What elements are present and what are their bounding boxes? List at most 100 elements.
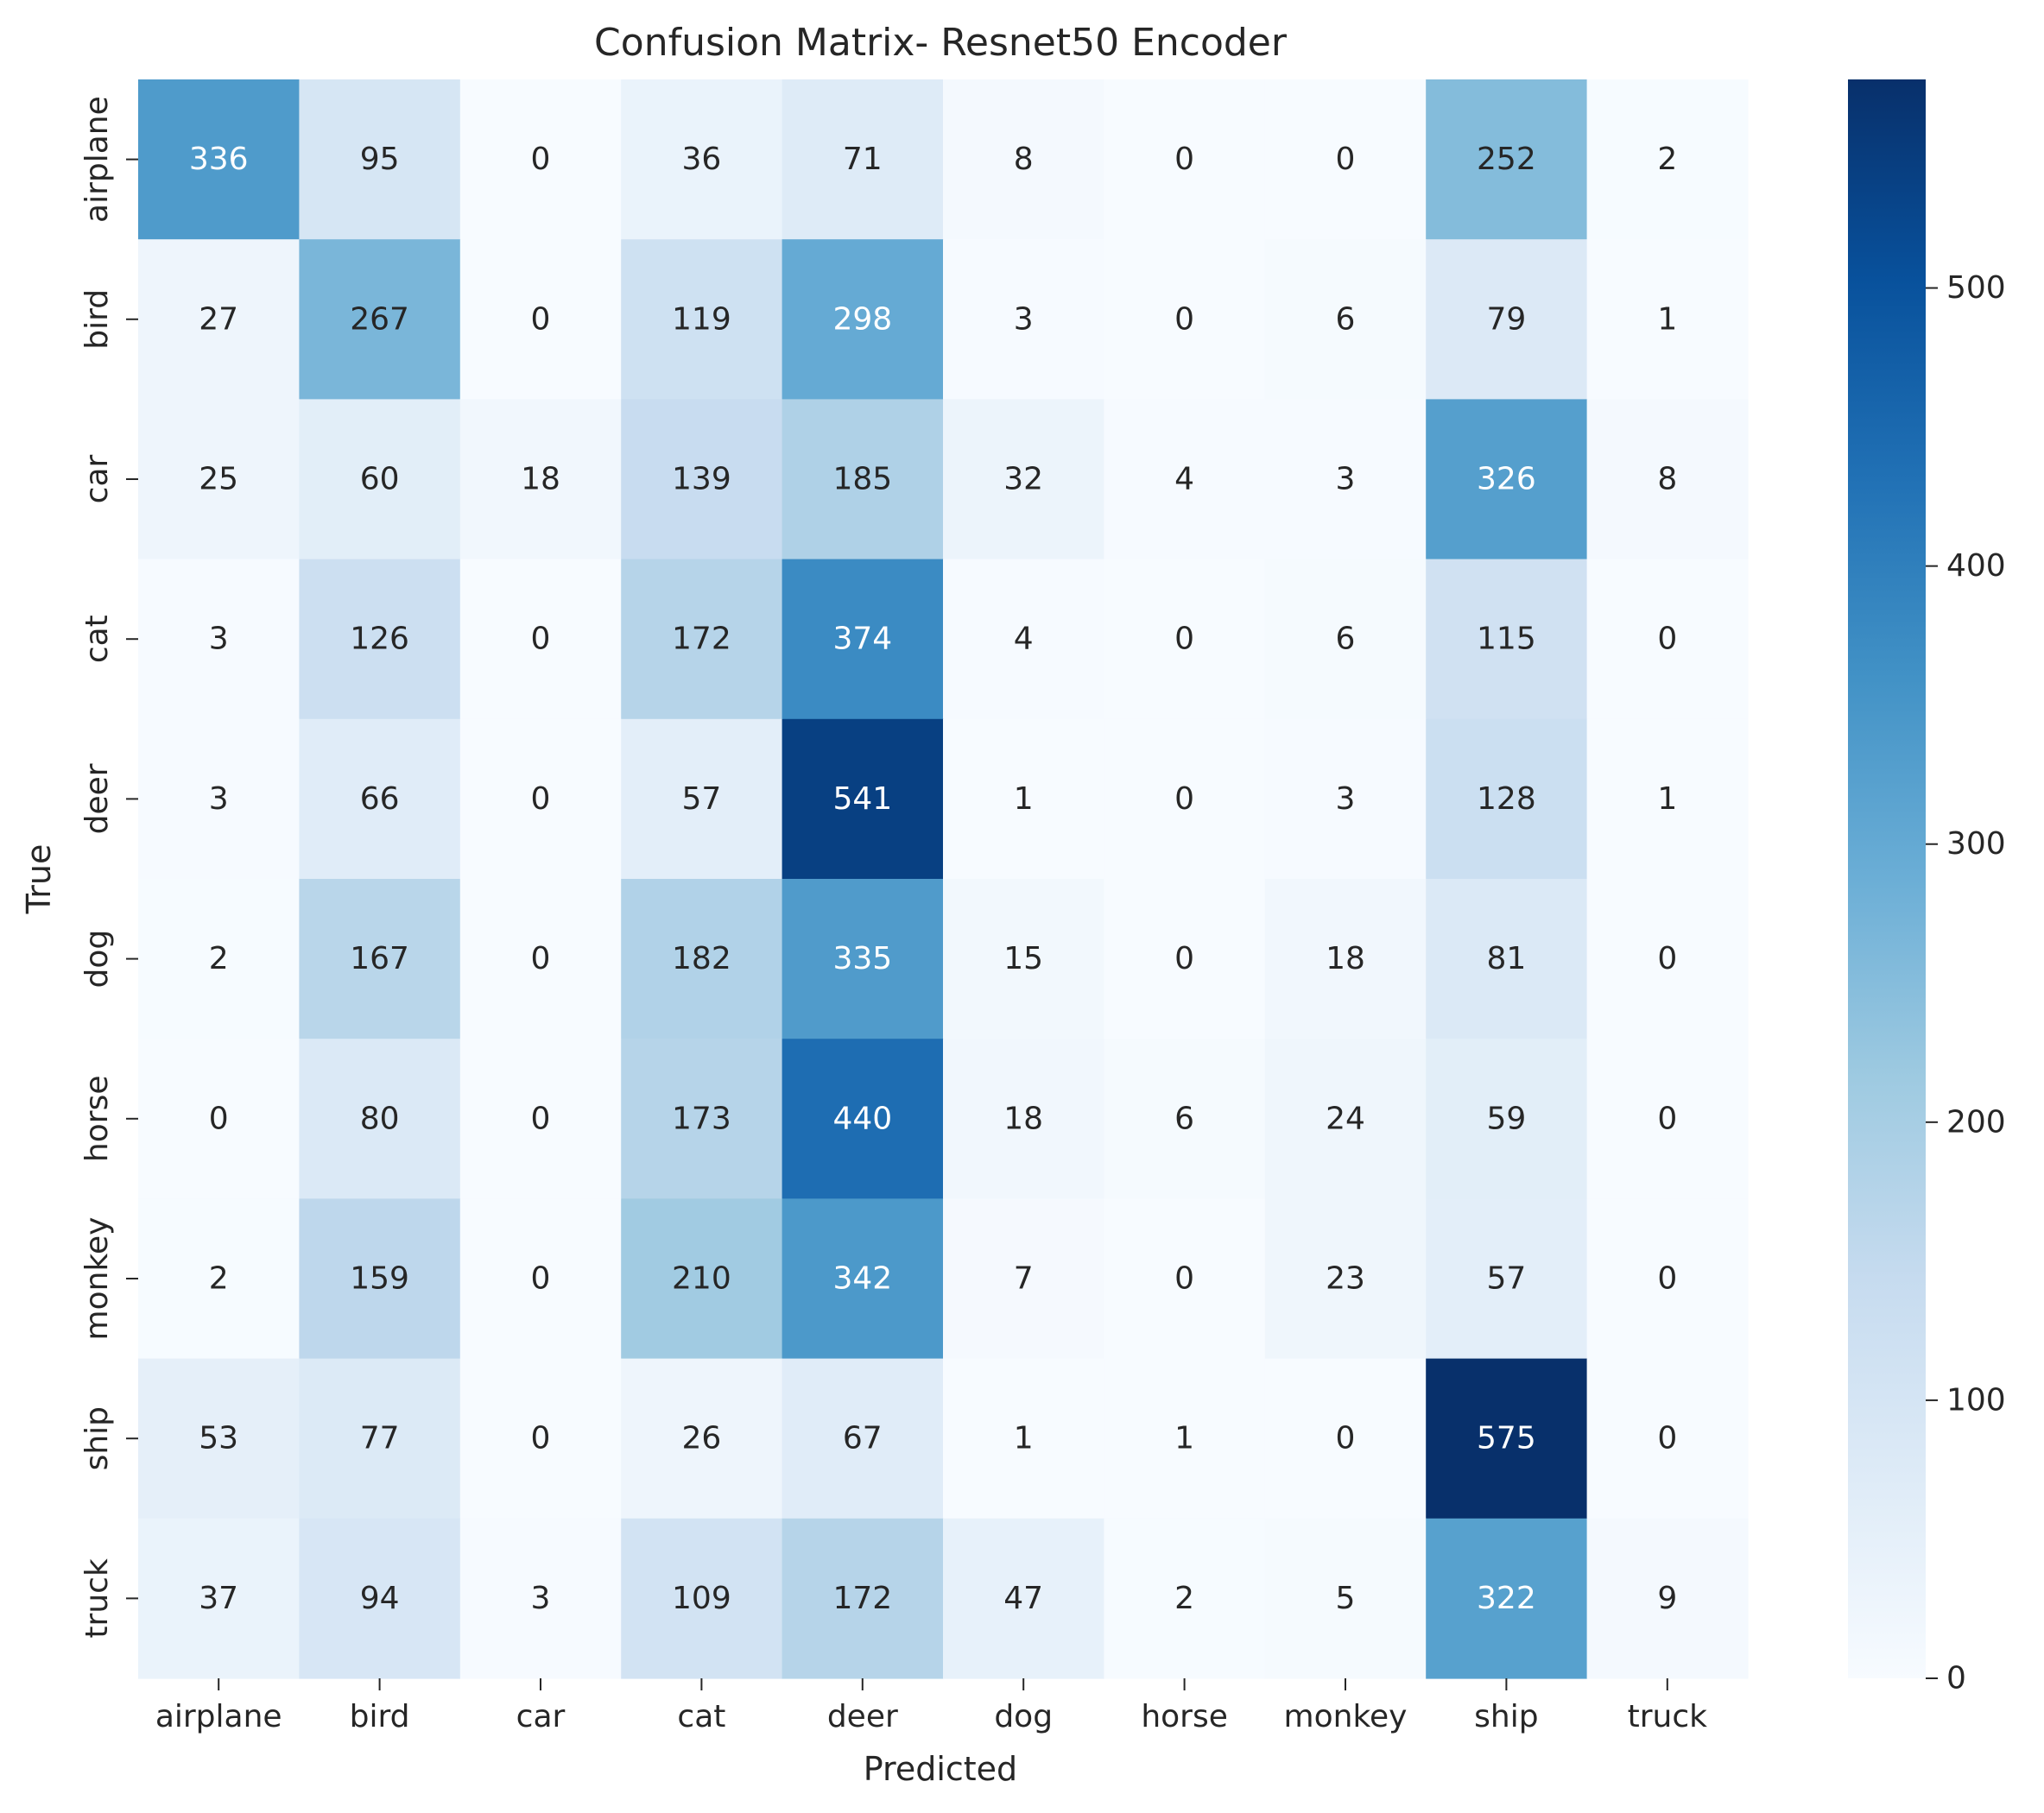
cell-value-label: 172 xyxy=(672,622,731,657)
heatmap-cell xyxy=(621,399,783,560)
heatmap-cell xyxy=(943,559,1104,720)
cell-value-label: 94 xyxy=(360,1581,400,1616)
heatmap-cell xyxy=(943,718,1104,880)
heatmap-cell xyxy=(621,1518,783,1679)
heatmap-cell xyxy=(1104,559,1266,720)
heatmap-cell xyxy=(138,879,300,1039)
heatmap-cell xyxy=(621,559,783,720)
heatmap-cell xyxy=(621,879,783,1039)
heatmap-cell xyxy=(138,79,300,240)
heatmap-cell xyxy=(621,1039,783,1199)
cell-value-label: 57 xyxy=(681,781,721,817)
x-tick-label: horse xyxy=(1141,1699,1228,1734)
cell-value-label: 541 xyxy=(832,781,892,817)
x-tick-label: ship xyxy=(1474,1699,1538,1734)
heatmap-cell xyxy=(138,559,300,720)
heatmap-cell xyxy=(459,1518,622,1679)
cell-value-label: 374 xyxy=(832,622,892,657)
heatmap-cell xyxy=(1264,1518,1427,1679)
heatmap-cell xyxy=(1264,1358,1427,1519)
heatmap-cell xyxy=(943,1198,1104,1360)
cell-value-label: 335 xyxy=(832,941,892,976)
cell-value-label: 0 xyxy=(209,1101,229,1136)
cell-value-label: 3 xyxy=(531,1581,551,1616)
cell-value-label: 0 xyxy=(1174,142,1194,177)
heatmap-cell xyxy=(1104,1198,1266,1360)
heatmap-cell xyxy=(299,718,461,880)
heatmap-cell xyxy=(138,1039,300,1199)
cell-value-label: 32 xyxy=(1003,462,1043,497)
chart-title: Confusion Matrix- Resnet50 Encoder xyxy=(594,21,1288,65)
cell-value-label: 0 xyxy=(531,781,551,817)
heatmap-cell xyxy=(782,879,944,1039)
cell-value-label: 1 xyxy=(1014,781,1034,817)
heatmap-cell xyxy=(1426,239,1588,400)
cell-value-label: 115 xyxy=(1477,622,1536,657)
cell-value-label: 18 xyxy=(1003,1101,1043,1136)
heatmap-cell xyxy=(1104,399,1266,560)
heatmap-cell xyxy=(1264,399,1427,560)
cell-value-label: 57 xyxy=(1486,1261,1526,1297)
cell-value-label: 252 xyxy=(1477,142,1536,177)
cell-value-label: 1 xyxy=(1014,1421,1034,1456)
cell-value-label: 167 xyxy=(350,941,409,976)
cell-value-label: 0 xyxy=(531,1261,551,1297)
heatmap-cell xyxy=(1586,79,1749,240)
heatmap-cell xyxy=(1586,399,1749,560)
heatmap-cell xyxy=(943,879,1104,1039)
cell-value-label: 9 xyxy=(1657,1581,1677,1616)
heatmap-cell xyxy=(459,1039,622,1199)
heatmap-cell xyxy=(621,1198,783,1360)
cell-value-label: 2 xyxy=(1657,142,1677,177)
heatmap-cell xyxy=(1264,239,1427,400)
cell-value-label: 47 xyxy=(1003,1581,1043,1616)
colorbar xyxy=(1848,79,1926,1678)
cell-value-label: 0 xyxy=(1657,1421,1677,1456)
heatmap-cell xyxy=(1426,1198,1588,1360)
cell-value-label: 0 xyxy=(531,1421,551,1456)
cell-value-label: 2 xyxy=(1174,1581,1194,1616)
cell-value-label: 53 xyxy=(199,1421,238,1456)
heatmap-cell xyxy=(299,239,461,400)
cell-value-label: 5 xyxy=(1336,1581,1356,1616)
cell-value-label: 8 xyxy=(1657,462,1677,497)
heatmap-cell xyxy=(1426,879,1588,1039)
cell-value-label: 6 xyxy=(1174,1101,1194,1136)
heatmap-cell xyxy=(459,79,622,240)
heatmap-cell xyxy=(138,1198,300,1360)
cell-value-label: 81 xyxy=(1486,941,1526,976)
cell-value-label: 4 xyxy=(1014,622,1034,657)
cell-value-label: 440 xyxy=(832,1101,892,1136)
heatmap-cell xyxy=(621,239,783,400)
cell-value-label: 4 xyxy=(1174,462,1194,497)
heatmap-cell xyxy=(782,559,944,720)
heatmap-cell xyxy=(1426,718,1588,880)
heatmap-cell xyxy=(1264,79,1427,240)
cell-value-label: 6 xyxy=(1336,301,1356,337)
cell-value-label: 0 xyxy=(1657,941,1677,976)
heatmap-cell xyxy=(1586,879,1749,1039)
cell-value-label: 0 xyxy=(531,142,551,177)
cell-value-label: 37 xyxy=(199,1581,238,1616)
cell-value-label: 0 xyxy=(1174,301,1194,337)
colorbar-ticks: 0 100 200 300 400 500 xyxy=(1926,270,2006,1696)
cell-value-label: 3 xyxy=(1336,462,1356,497)
cell-value-label: 173 xyxy=(672,1101,731,1136)
cell-value-label: 0 xyxy=(531,941,551,976)
cell-value-label: 0 xyxy=(1174,1261,1194,1297)
heatmap-cell xyxy=(299,879,461,1039)
cell-value-label: 23 xyxy=(1326,1261,1365,1297)
cell-value-label: 27 xyxy=(199,301,238,337)
cell-value-label: 575 xyxy=(1477,1421,1536,1456)
x-tick-label: car xyxy=(516,1699,566,1734)
cell-value-label: 0 xyxy=(1174,781,1194,817)
heatmap-cell xyxy=(1426,1518,1588,1679)
cell-value-label: 79 xyxy=(1486,301,1526,337)
cell-value-label: 109 xyxy=(672,1581,731,1616)
x-axis-label: Predicted xyxy=(864,1750,1017,1788)
heatmap-cell xyxy=(1586,1358,1749,1519)
heatmap-cell xyxy=(621,718,783,880)
heatmap-cell xyxy=(299,1358,461,1519)
heatmap-cell xyxy=(459,879,622,1039)
